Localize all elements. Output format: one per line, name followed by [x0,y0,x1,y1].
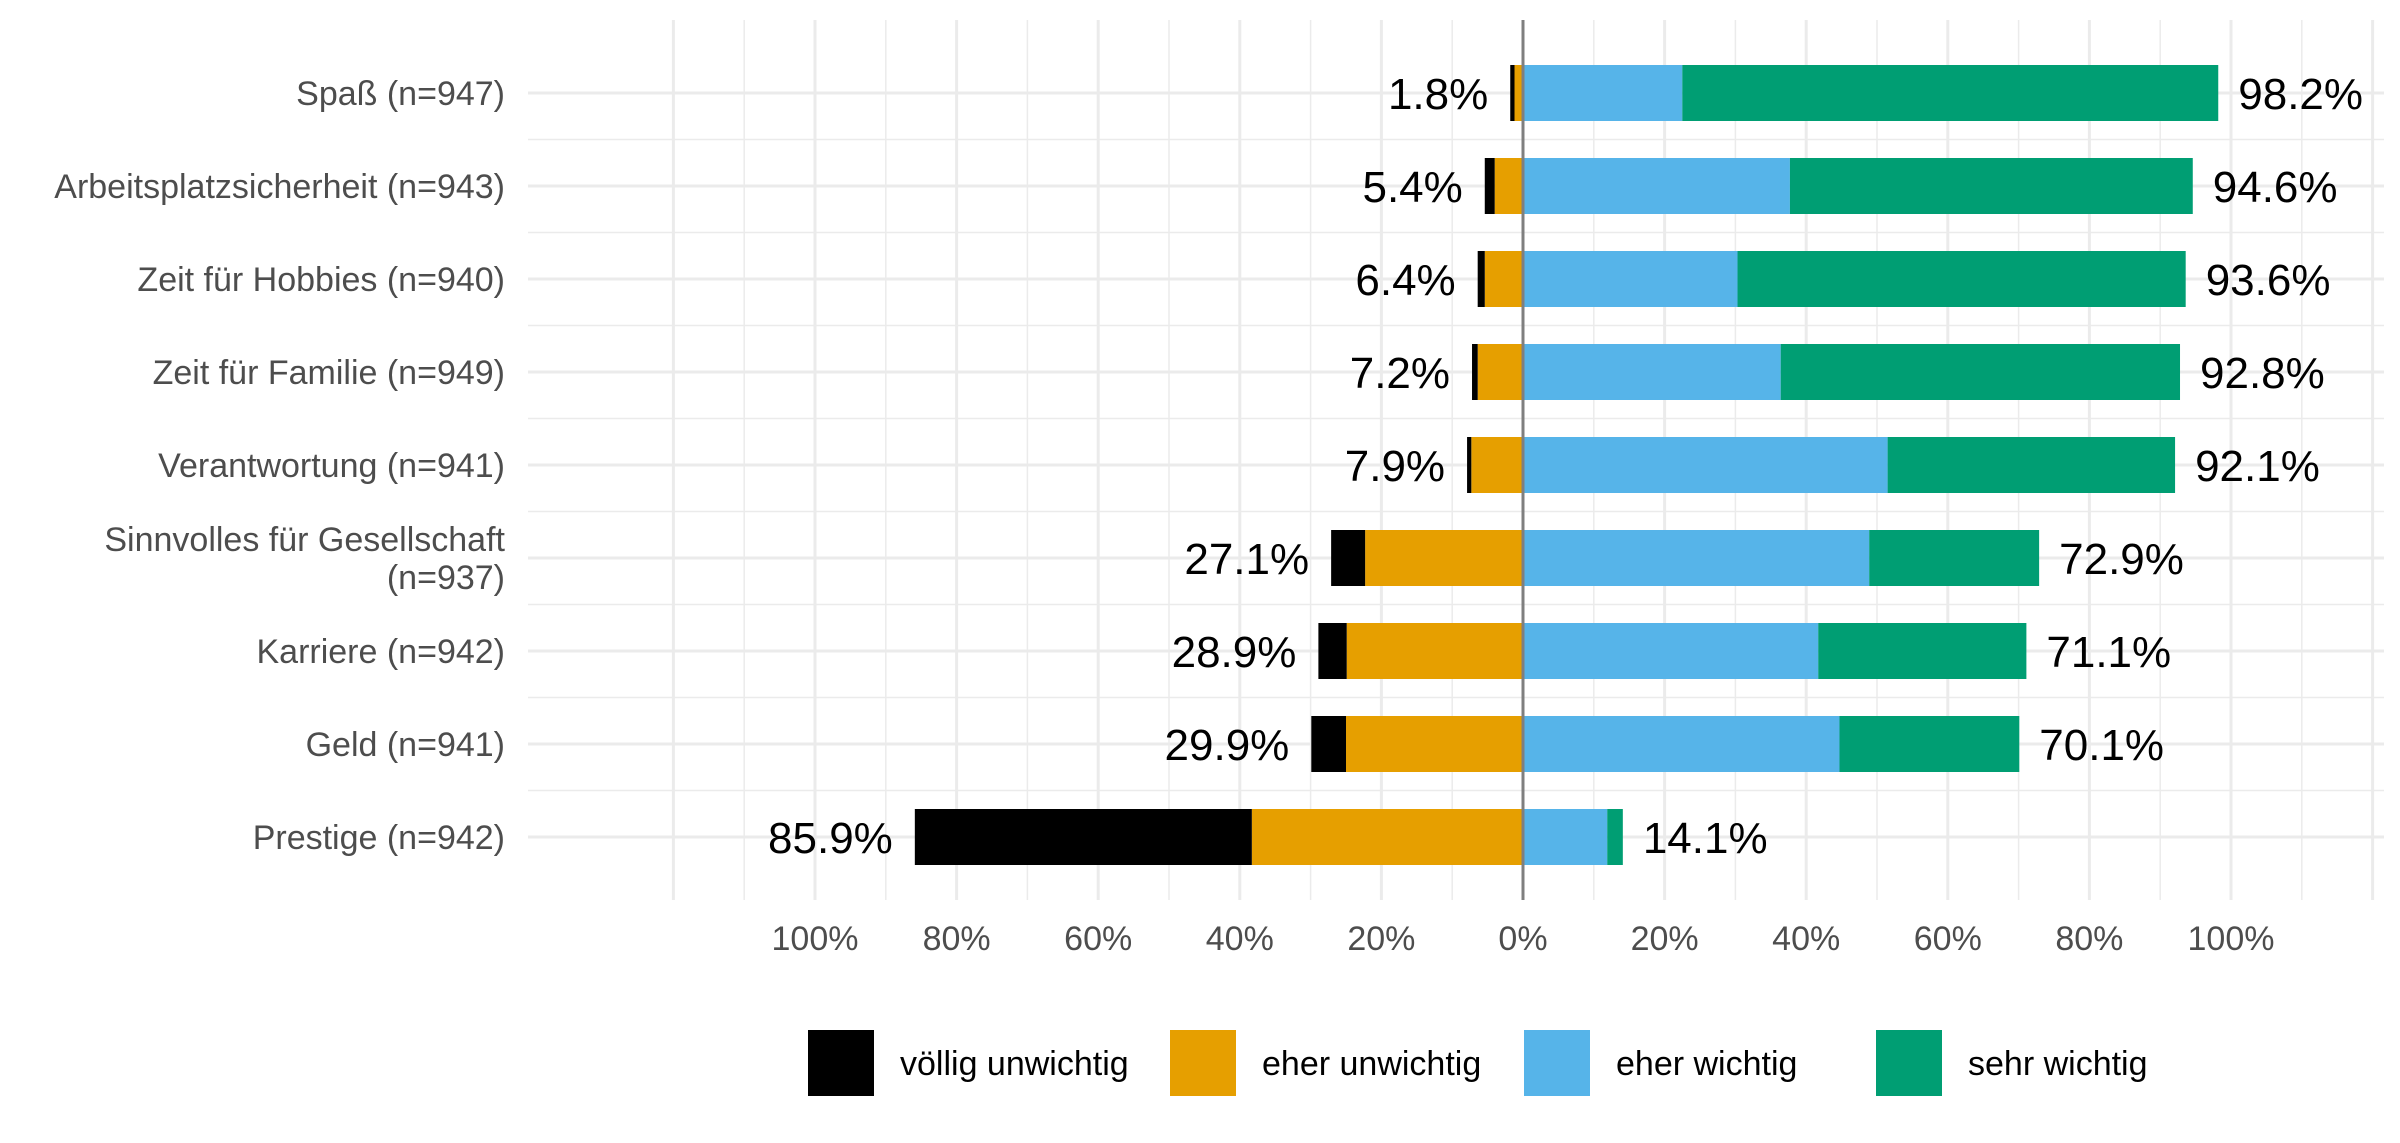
x-tick-label: 100% [772,920,859,958]
data-label-wichtig-total: 14.1% [1643,814,1768,863]
data-label-unwichtig-total: 5.4% [1362,163,1462,212]
bar-sehr-wichtig [1887,437,2176,493]
bar-eher-unwichtig [1484,251,1523,307]
bar-voellig-unwichtig [1467,437,1472,493]
bar-sehr-wichtig [1839,716,2020,772]
bar-eher-wichtig [1523,158,1790,214]
bar-voellig-unwichtig [1318,623,1347,679]
bar-eher-wichtig [1523,65,1683,121]
legend-label: sehr wichtig [1968,1045,2148,1083]
x-tick-label: 0% [1498,920,1547,958]
data-label-wichtig-total: 98.2% [2238,70,2363,119]
data-label-unwichtig-total: 7.9% [1345,442,1445,491]
bar-sehr-wichtig [1780,344,2181,400]
x-tick-label: 20% [1347,920,1415,958]
category-label: Sinnvolles für Gesellschaft (n=937) [104,521,505,597]
data-label-wichtig-total: 92.1% [2195,442,2320,491]
bar-sehr-wichtig [1789,158,2193,214]
bar-eher-unwichtig [1477,344,1523,400]
bar-eher-wichtig [1523,251,1738,307]
x-tick-label: 60% [1914,920,1982,958]
data-label-unwichtig-total: 6.4% [1355,256,1455,305]
bar-eher-wichtig [1523,809,1608,865]
category-label: Prestige (n=942) [253,819,505,857]
x-axis-tick-labels: 100% 80% 60% 40% 20% 0% 20% 40% 60% 80% 100% [772,920,2275,958]
category-label: Zeit für Hobbies (n=940) [137,261,505,299]
category-label: Arbeitsplatzsicherheit (n=943) [54,168,505,206]
bar-sehr-wichtig [1818,623,2027,679]
bar-voellig-unwichtig [1331,530,1366,586]
data-label-wichtig-total: 94.6% [2213,163,2338,212]
legend: völlig unwichtig eher unwichtig eher wicht… [808,1030,2148,1096]
bar-sehr-wichtig [1737,251,2186,307]
legend-label: eher wichtig [1616,1045,1797,1083]
bar-eher-unwichtig [1346,716,1523,772]
bar-eher-wichtig [1523,344,1781,400]
data-label-unwichtig-total: 7.2% [1350,349,1450,398]
legend-swatch [1170,1030,1236,1096]
category-label: Zeit für Familie (n=949) [153,354,505,392]
legend-swatch [1524,1030,1590,1096]
x-tick-label: 100% [2188,920,2275,958]
data-label-wichtig-total: 72.9% [2059,535,2184,584]
bar-voellig-unwichtig [1510,65,1515,121]
bar-eher-wichtig [1523,716,1840,772]
bar-eher-unwichtig [1365,530,1523,586]
category-label: Karriere (n=942) [256,633,505,671]
x-tick-label: 40% [1772,920,1840,958]
data-labels: 1.8% 98.2% 5.4% 94.6% 6.4% 93.6% 7.2% 92.8% 7.9%… [768,70,2363,863]
bar-eher-unwichtig [1514,65,1523,121]
bar-eher-wichtig [1523,530,1870,586]
bar-eher-wichtig [1523,437,1888,493]
category-label: Verantwortung (n=941) [158,447,505,485]
data-label-wichtig-total: 92.8% [2200,349,2325,398]
legend-label: eher unwichtig [1262,1045,1481,1083]
bar-voellig-unwichtig [914,809,1252,865]
bar-sehr-wichtig [1607,809,1623,865]
data-label-unwichtig-total: 27.1% [1184,535,1309,584]
legend-swatch [808,1030,874,1096]
x-tick-label: 40% [1206,920,1274,958]
legend-swatch [1876,1030,1942,1096]
x-tick-label: 60% [1064,920,1132,958]
category-axis-labels: Spaß (n=947) Arbeitsplatzsicherheit (n=94… [54,75,505,857]
data-label-unwichtig-total: 28.9% [1172,628,1297,677]
bar-eher-unwichtig [1251,809,1523,865]
data-label-unwichtig-total: 1.8% [1388,70,1488,119]
bar-eher-unwichtig [1494,158,1523,214]
bar-groups [914,65,2219,865]
x-tick-label: 80% [923,920,991,958]
bar-sehr-wichtig [1869,530,2040,586]
category-label: Spaß (n=947) [296,75,505,113]
bar-voellig-unwichtig [1477,251,1485,307]
bar-eher-wichtig [1523,623,1819,679]
legend-label: völlig unwichtig [900,1045,1129,1083]
bar-voellig-unwichtig [1484,158,1495,214]
x-tick-label: 80% [2055,920,2123,958]
data-label-wichtig-total: 93.6% [2206,256,2331,305]
bar-sehr-wichtig [1682,65,2219,121]
data-label-unwichtig-total: 85.9% [768,814,893,863]
category-label: Geld (n=941) [306,726,505,764]
bar-eher-unwichtig [1346,623,1523,679]
bar-voellig-unwichtig [1311,716,1346,772]
bar-eher-unwichtig [1471,437,1523,493]
x-tick-label: 20% [1631,920,1699,958]
data-label-unwichtig-total: 29.9% [1165,721,1290,770]
data-label-wichtig-total: 71.1% [2046,628,2171,677]
bar-voellig-unwichtig [1472,344,1478,400]
data-label-wichtig-total: 70.1% [2039,721,2164,770]
